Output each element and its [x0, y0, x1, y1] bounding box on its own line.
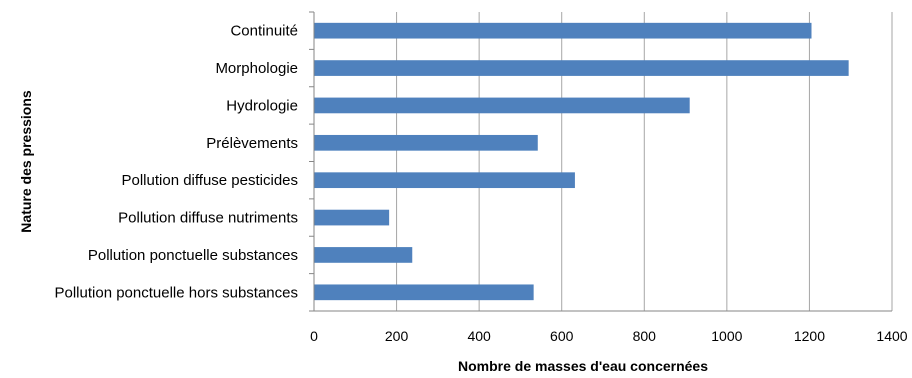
y-tick-marks — [309, 11, 314, 312]
category-label: Pollution ponctuelle substances — [88, 247, 298, 264]
x-tick-label: 600 — [550, 328, 574, 344]
bars — [314, 22, 849, 301]
x-tick-label: 1400 — [876, 328, 907, 344]
category-label: Pollution diffuse nutriments — [118, 210, 298, 227]
x-tick-label: 1000 — [711, 328, 742, 344]
x-tick-label: 200 — [385, 328, 409, 344]
bar — [314, 97, 690, 114]
bar — [314, 134, 538, 151]
bar — [314, 22, 812, 39]
gridlines — [396, 12, 893, 311]
x-tick-label: 0 — [310, 328, 318, 344]
category-label: Continuité — [230, 23, 298, 40]
x-tick-labels: 0 200 400 600 800 1000 1200 1400 — [310, 328, 908, 344]
bar — [314, 60, 849, 76]
category-label: Pollution ponctuelle hors substances — [55, 284, 299, 301]
bar — [314, 247, 413, 263]
category-label: Prélèvements — [206, 135, 298, 152]
category-label: Hydrologie — [226, 97, 298, 114]
bar — [314, 209, 390, 226]
category-label: Pollution diffuse pesticides — [122, 172, 299, 189]
x-tick-label: 1200 — [794, 328, 825, 344]
x-axis-title: Nombre de masses d'eau concernées — [458, 358, 708, 374]
y-axis-title: Nature des pressions — [18, 90, 34, 233]
bar — [314, 284, 534, 301]
category-label: Morphologie — [215, 60, 298, 77]
bar — [314, 172, 575, 189]
x-tick-label: 400 — [467, 328, 491, 344]
x-tick-label: 800 — [633, 328, 657, 344]
category-labels: Continuité Morphologie Hydrologie Prélèveme… — [55, 23, 299, 302]
